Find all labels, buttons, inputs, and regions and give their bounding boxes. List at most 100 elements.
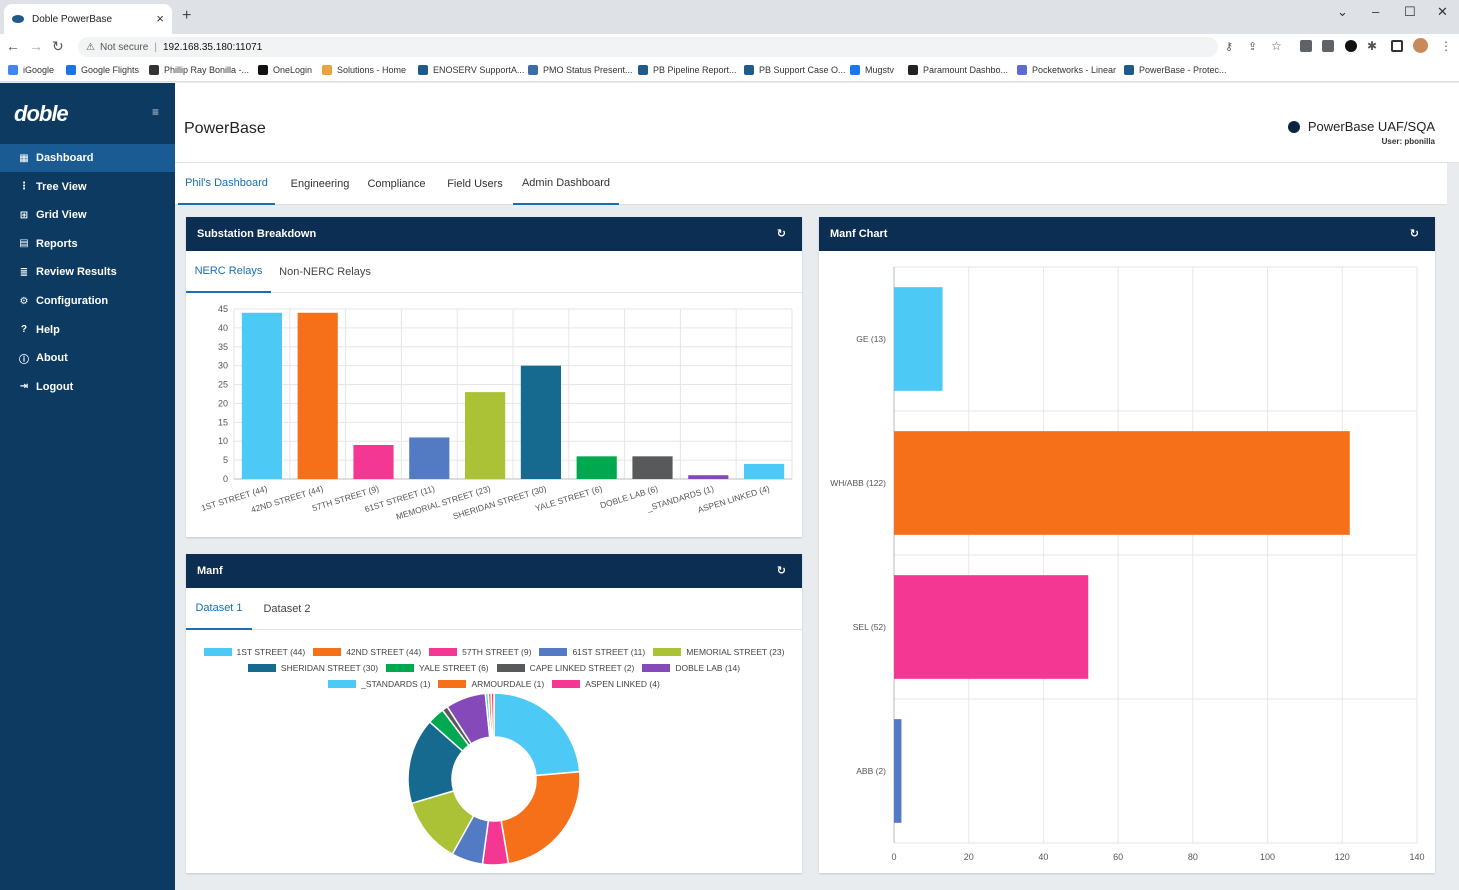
legend-item[interactable]: CAPE LINKED STREET (2): [496, 663, 634, 673]
legend-item[interactable]: DOBLE LAB (14): [642, 663, 740, 673]
legend-item[interactable]: ARMOURDALE (1): [438, 679, 544, 689]
y-tick-label: 35: [218, 342, 228, 352]
panel-header: Manf ↻: [186, 554, 802, 588]
tab-field-users[interactable]: Field Users: [447, 178, 503, 190]
legend-swatch: [313, 648, 342, 656]
share-icon[interactable]: ⇪: [1248, 41, 1258, 53]
bookmarks-bar: iGoogle Google Flights Phillip Ray Bonilla…: [0, 60, 1459, 82]
bookmark-label: PB Support Case O...: [759, 65, 846, 75]
new-tab-icon[interactable]: +: [182, 7, 192, 24]
legend-item[interactable]: 42ND STREET (44): [313, 647, 421, 657]
bookmark-item[interactable]: Mugstv: [850, 65, 894, 75]
extension-icon[interactable]: [1300, 40, 1312, 52]
bar: [744, 463, 785, 479]
browser-tab-bar: Doble PowerBase × + ⌄ – ☐ ✕: [0, 0, 1459, 34]
legend-swatch: [328, 680, 357, 688]
reload-icon[interactable]: ↻: [52, 38, 64, 54]
bar: [409, 437, 450, 479]
url-field[interactable]: ⚠ Not secure | 192.168.35.180:11071: [78, 37, 1218, 57]
legend-swatch: [496, 664, 525, 672]
legend-item[interactable]: SHERIDAN STREET (30): [247, 663, 378, 673]
avatar[interactable]: [1413, 38, 1428, 53]
menu-toggle-icon[interactable]: ≡: [152, 105, 160, 119]
legend-swatch: [438, 680, 467, 688]
bookmark-item[interactable]: Google Flights: [66, 65, 139, 75]
bookmark-favicon-icon: [850, 65, 860, 75]
tab-compliance[interactable]: Compliance: [367, 178, 426, 190]
bookmark-favicon-icon: [66, 65, 76, 75]
donut-slice: [500, 770, 581, 865]
bookmark-item[interactable]: Phillip Ray Bonilla -...: [149, 65, 249, 75]
key-icon[interactable]: ⚷: [1225, 41, 1234, 53]
browser-tab[interactable]: Doble PowerBase ×: [4, 4, 172, 34]
tab-admin-dashboard[interactable]: Admin Dashboard: [513, 163, 619, 205]
y-tick-label: SEL (52): [853, 622, 886, 632]
bookmark-item[interactable]: iGoogle: [8, 65, 54, 75]
legend-item[interactable]: 61ST STREET (11): [539, 647, 645, 657]
sidebar-item-about[interactable]: ⓘ About: [0, 344, 175, 372]
legend-item[interactable]: MEMORIAL STREET (23): [653, 647, 784, 657]
extension-icon[interactable]: [1322, 40, 1334, 52]
sidebar-item-label: About: [36, 352, 68, 365]
bookmark-item[interactable]: Paramount Dashbo...: [908, 65, 1008, 75]
legend-item[interactable]: 57TH STREET (9): [429, 647, 531, 657]
legend-label: YALE STREET (6): [419, 663, 489, 673]
bookmark-item[interactable]: ENOSERV SupportA...: [418, 65, 524, 75]
bookmark-item[interactable]: PB Pipeline Report...: [638, 65, 737, 75]
sidebar-item-label: Help: [36, 323, 60, 336]
forward-icon[interactable]: →: [29, 38, 43, 54]
extension-icon[interactable]: [1345, 40, 1357, 52]
y-tick-label: 10: [218, 436, 228, 446]
sidebar-item-reports[interactable]: ▤ Reports: [0, 230, 175, 258]
sidebar-item-review-results[interactable]: ≣ Review Results: [0, 258, 175, 286]
refresh-icon[interactable]: ↻: [776, 228, 786, 240]
status-dot-icon: [1287, 120, 1300, 133]
close-tab-icon[interactable]: ×: [156, 11, 164, 26]
bookmark-item[interactable]: PMO Status Present...: [528, 65, 633, 75]
tab-phil-s-dashboard[interactable]: Phil's Dashboard: [178, 163, 275, 205]
refresh-icon[interactable]: ↻: [1409, 228, 1419, 240]
tab-engineering[interactable]: Engineering: [290, 178, 350, 190]
bookmark-favicon-icon: [258, 65, 268, 75]
sidebar-item-configuration[interactable]: ⚙ Configuration: [0, 287, 175, 315]
bookmark-item[interactable]: Solutions - Home: [322, 65, 406, 75]
substation-subtabs: NERC Relays Non-NERC Relays: [186, 251, 802, 293]
sidebar-item-grid-view[interactable]: ⊞ Grid View: [0, 201, 175, 229]
tab-search-chevron-icon[interactable]: ⌄: [1337, 4, 1348, 19]
bookmark-label: Solutions - Home: [337, 65, 407, 75]
minimize-icon[interactable]: –: [1372, 4, 1380, 19]
sidebar-item-dashboard[interactable]: ▦ Dashboard: [0, 144, 175, 172]
donut-slice: [493, 692, 581, 777]
maximize-icon[interactable]: ☐: [1404, 4, 1416, 19]
subtab-dataset-2[interactable]: Dataset 2: [263, 603, 311, 615]
bookmark-favicon-icon: [149, 65, 159, 75]
legend-item[interactable]: YALE STREET (6): [386, 663, 489, 673]
side-panel-icon[interactable]: [1391, 40, 1403, 52]
bookmark-item[interactable]: Pocketworks - Linear: [1017, 65, 1116, 75]
x-tick-label: 0: [891, 852, 896, 862]
y-tick-label: 0: [223, 474, 228, 484]
sidebar-item-label: Logout: [36, 380, 74, 393]
subtab-nerc-relays[interactable]: NERC Relays: [186, 251, 271, 293]
bookmark-label: PB Pipeline Report...: [653, 65, 737, 75]
bookmark-item[interactable]: PB Support Case O...: [744, 65, 846, 75]
sidebar-item-help[interactable]: ? Help: [0, 316, 175, 344]
sidebar-item-logout[interactable]: ⇥ Logout: [0, 373, 175, 401]
legend-swatch: [552, 680, 581, 688]
legend-item[interactable]: _STANDARDS (1): [328, 679, 430, 689]
refresh-icon[interactable]: ↻: [776, 565, 786, 577]
bookmark-star-icon[interactable]: ☆: [1271, 39, 1282, 53]
page-title: PowerBase: [184, 120, 266, 137]
bookmark-item[interactable]: PowerBase - Protec...: [1124, 65, 1227, 75]
subtab-dataset-1[interactable]: Dataset 1: [186, 588, 252, 630]
puzzle-icon[interactable]: ✱: [1367, 39, 1378, 53]
kebab-menu-icon[interactable]: ⋮: [1440, 39, 1452, 53]
legend-item[interactable]: 1ST STREET (44): [203, 647, 305, 657]
subtab-non-nerc-relays[interactable]: Non-NERC Relays: [279, 266, 371, 278]
legend-item[interactable]: ASPEN LINKED (4): [552, 679, 660, 689]
bookmark-favicon-icon: [1124, 65, 1134, 75]
back-icon[interactable]: ←: [6, 38, 20, 54]
bookmark-item[interactable]: OneLogin: [258, 65, 312, 75]
close-window-icon[interactable]: ✕: [1437, 4, 1448, 19]
sidebar-item-tree-view[interactable]: ⋮ Tree View: [0, 173, 175, 201]
